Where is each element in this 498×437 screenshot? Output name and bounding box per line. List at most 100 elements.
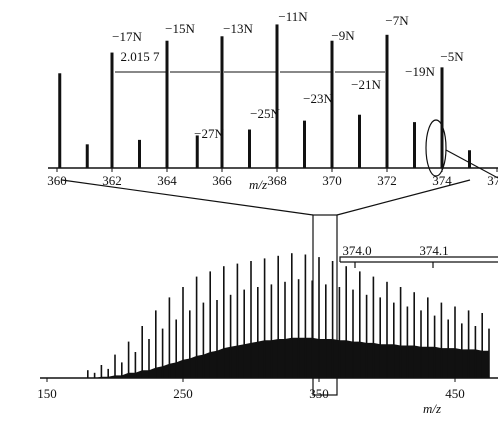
peak [100,365,103,378]
peak [229,294,232,378]
peak [263,258,266,378]
peak [248,129,251,168]
x-tick-label: 372 [377,173,397,188]
annotation: −23N [303,91,333,106]
x-tick-label: 450 [445,386,465,401]
peak [107,368,109,378]
peak [358,114,361,168]
annotation: −27N [194,126,224,141]
peak [93,372,96,378]
peak [481,313,483,378]
peak [359,271,361,378]
annotation: −15N [165,21,195,36]
peak [379,297,381,378]
peak [413,292,415,378]
peak [284,281,286,378]
peak [275,24,279,168]
peak [413,122,416,168]
peak [209,271,211,378]
peak [454,306,456,378]
peak [297,279,300,378]
peak [406,306,409,378]
peak [291,253,293,378]
peak [243,289,245,378]
peak [318,257,320,378]
zoom-guides [61,119,498,396]
x-tick-label: 368 [267,173,287,188]
peak [165,40,169,168]
peak [427,297,429,378]
x-tick-label: 362 [102,173,122,188]
peak [345,266,347,378]
annotation: −19N [405,64,435,79]
peak [138,139,141,168]
x-axis-label: m/z [249,177,267,192]
peak [461,323,463,378]
peak [195,276,198,378]
peak [134,352,137,378]
peak [148,339,150,378]
peak [338,287,341,378]
peak [331,261,334,378]
annotation: −11N [278,9,308,24]
peak [385,34,389,168]
peak [85,144,89,168]
peak [202,302,205,378]
peak [440,302,443,378]
annotation: 2.015 7 [121,49,161,64]
peak [399,287,402,378]
annotation: −21N [351,77,381,92]
peak [58,73,62,168]
peak [420,310,422,378]
x-tick-label: 366 [212,173,232,188]
annotation: −9N [331,28,355,43]
x-axis-label: m/z [423,401,441,416]
peak [114,354,116,378]
inset-label: 374.1 [419,243,448,258]
peak [311,280,313,378]
x-tick-label: 350 [309,386,329,401]
background-area [87,337,490,378]
peak [393,302,395,378]
peak [87,370,89,378]
peak [372,276,375,378]
peak [270,284,273,378]
peak [182,287,184,378]
peak [121,362,123,378]
peak [474,326,477,378]
peak [220,36,224,168]
peak [195,135,199,168]
peak [433,315,436,378]
x-tick-label: 370 [322,173,342,188]
annotation: −17N [112,29,142,44]
peak [325,284,327,378]
peak [189,310,191,378]
x-tick-label: 376 [487,173,498,188]
x-tick-label: 374 [432,173,452,188]
peak [468,150,471,168]
annotation: −25N [250,106,280,121]
peak [127,341,130,378]
peak [250,261,252,378]
peak [330,40,334,168]
peak [386,281,388,378]
peak [365,294,368,378]
peak [223,266,225,378]
peak [257,287,259,378]
annotation: −7N [385,13,409,28]
peak [236,263,239,378]
peak [304,254,307,378]
peak [440,67,444,168]
peak [161,328,164,378]
peak [352,289,354,378]
peak [141,326,143,378]
peak [467,310,470,378]
peak [175,319,177,378]
x-tick-label: 250 [173,386,193,401]
peak [168,297,171,378]
x-tick-label: 364 [157,173,177,188]
annotation: −13N [223,21,253,36]
peak [110,52,114,169]
peak [155,310,157,378]
